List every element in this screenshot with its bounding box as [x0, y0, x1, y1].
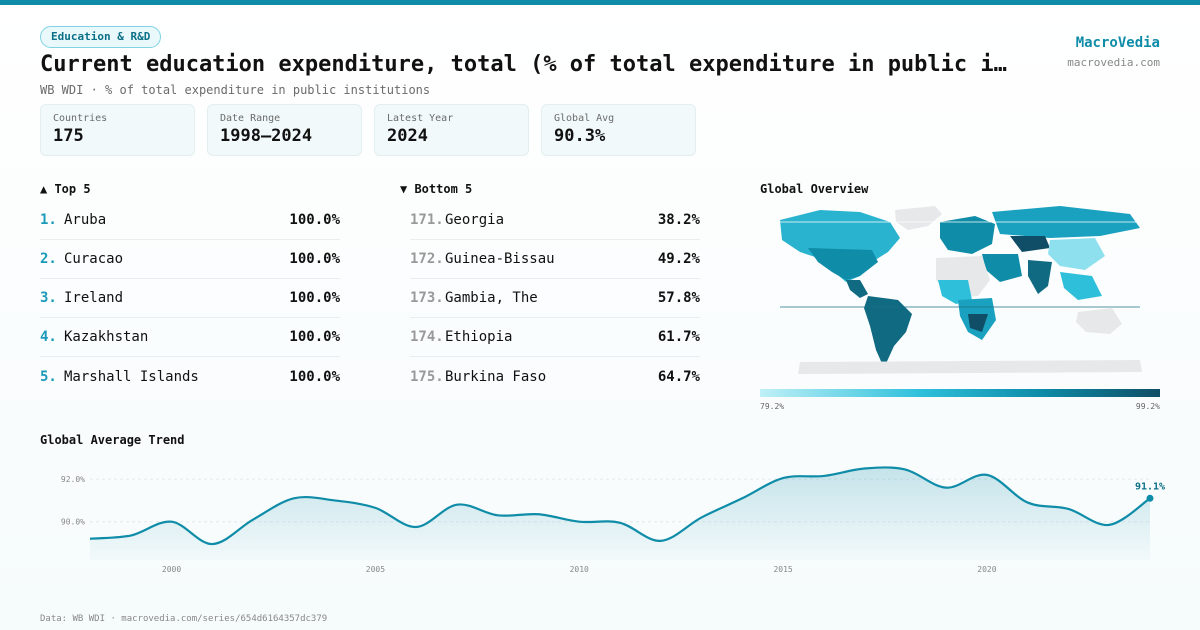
map-region-southeast-asia[interactable] [1060, 272, 1102, 300]
list-item[interactable]: 5. Marshall Islands 100.0% [40, 357, 340, 396]
list-item[interactable]: 3. Ireland 100.0% [40, 279, 340, 318]
rank-number: 173. [410, 290, 444, 306]
stat-value: 175 [53, 126, 84, 146]
map-region-southern-africa[interactable] [968, 314, 988, 332]
map-scale-min: 79.2% [760, 402, 785, 411]
map-color-scale [760, 389, 1160, 397]
map-region-south-america[interactable] [864, 296, 912, 368]
last-value-label: 91.1% [1135, 481, 1165, 492]
last-point-marker[interactable] [1146, 494, 1154, 502]
country-value: 100.0% [289, 251, 340, 267]
country-value: 100.0% [289, 368, 340, 385]
map-region-antarctica[interactable] [798, 360, 1142, 374]
map-region-west-africa[interactable] [938, 280, 972, 304]
rank-number: 172. [410, 251, 444, 267]
rank-number: 1. [40, 212, 57, 228]
top5-title: ▲ Top 5 [40, 182, 91, 196]
rank-number: 4. [40, 329, 57, 345]
stat-card-global-avg: Global Avg 90.3% [541, 104, 696, 156]
country-name: Ireland [64, 290, 124, 306]
trend-chart[interactable]: 90.0% 92.0% 2000 2005 2010 2015 2020 91.1% [0, 450, 1200, 590]
stat-value: 2024 [387, 126, 428, 146]
list-item[interactable]: 172. Guinea-Bissau 49.2% [410, 240, 700, 279]
trend-area-fill [90, 467, 1150, 560]
list-item[interactable]: 173. Gambia, The 57.8% [410, 279, 700, 318]
country-name: Ethiopia [445, 329, 513, 345]
rank-number: 2. [40, 251, 57, 267]
map-region-europe[interactable] [940, 216, 995, 254]
map-region-india[interactable] [1028, 260, 1052, 294]
list-item[interactable]: 175. Burkina Faso 64.7% [410, 357, 700, 396]
map-region-kazakhstan[interactable] [1010, 236, 1050, 252]
y-tick-label: 90.0% [61, 518, 85, 527]
country-value: 57.8% [657, 290, 700, 306]
page-subtitle: WB WDI · % of total expenditure in publi… [40, 83, 431, 97]
x-tick-label: 2020 [977, 565, 996, 574]
country-name: Kazakhstan [64, 329, 149, 345]
list-item[interactable]: 171. Georgia 38.2% [410, 201, 700, 240]
y-tick-label: 92.0% [61, 475, 85, 484]
rank-number: 3. [40, 290, 57, 306]
stat-card-latest-year: Latest Year 2024 [374, 104, 529, 156]
map-region-middle-east[interactable] [982, 254, 1022, 282]
page-title: Current education expenditure, total (% … [40, 52, 1007, 77]
country-value: 100.0% [289, 212, 340, 228]
country-name: Marshall Islands [64, 368, 199, 385]
x-tick-label: 2015 [773, 565, 792, 574]
rank-number: 175. [410, 368, 444, 385]
map-scale-max: 99.2% [1135, 402, 1160, 411]
stat-value: 90.3% [554, 126, 606, 146]
map-region-central-america[interactable] [846, 280, 868, 298]
country-name: Georgia [445, 212, 505, 228]
list-item[interactable]: 4. Kazakhstan 100.0% [40, 318, 340, 357]
list-item[interactable]: 1. Aruba 100.0% [40, 201, 340, 240]
map-region-usa[interactable] [808, 248, 878, 280]
rank-number: 5. [40, 368, 57, 385]
bottom5-list: 171. Georgia 38.2% 172. Guinea-Bissau 49… [410, 201, 700, 396]
stat-label: Latest Year [387, 113, 454, 124]
x-tick-label: 2000 [162, 565, 181, 574]
stat-card-date-range: Date Range 1998–2024 [207, 104, 362, 156]
map-title: Global Overview [760, 182, 869, 196]
stat-label: Countries [53, 113, 108, 124]
stat-label: Date Range [220, 113, 281, 124]
top5-list: 1. Aruba 100.0% 2. Curacao 100.0% 3. Ire… [40, 201, 340, 396]
x-tick-label: 2005 [366, 565, 385, 574]
country-value: 100.0% [289, 329, 340, 345]
world-map[interactable] [760, 200, 1160, 385]
country-value: 61.7% [657, 329, 700, 345]
top-accent-bar [0, 0, 1200, 5]
category-badge[interactable]: Education & R&D [40, 26, 162, 48]
country-name: Aruba [64, 212, 107, 228]
brand-logo[interactable]: MacroVedia [1075, 35, 1160, 51]
country-name: Curacao [64, 251, 124, 267]
trend-series-line[interactable] [89, 466, 1151, 546]
map-region-greenland[interactable] [895, 206, 942, 230]
bottom5-title: ▼ Bottom 5 [400, 182, 473, 196]
x-tick-label: 2010 [570, 565, 589, 574]
country-name: Guinea-Bissau [445, 251, 555, 267]
rank-number: 171. [410, 212, 444, 228]
stat-label: Global Avg [554, 113, 615, 124]
list-item[interactable]: 2. Curacao 100.0% [40, 240, 340, 279]
stat-value: 1998–2024 [220, 126, 313, 146]
country-name: Gambia, The [445, 290, 538, 306]
map-region-australia[interactable] [1076, 308, 1122, 334]
country-value: 100.0% [289, 290, 340, 306]
rank-number: 174. [410, 329, 444, 345]
footer-source: Data: WB WDI · macrovedia.com/series/654… [40, 614, 328, 624]
map-region-china[interactable] [1048, 238, 1105, 270]
trend-title: Global Average Trend [40, 433, 185, 447]
stat-card-countries: Countries 175 [40, 104, 195, 156]
list-item[interactable]: 174. Ethiopia 61.7% [410, 318, 700, 357]
brand-url[interactable]: macrovedia.com [1067, 56, 1160, 69]
country-value: 38.2% [657, 212, 700, 228]
country-value: 64.7% [657, 368, 700, 385]
country-name: Burkina Faso [445, 368, 547, 385]
country-value: 49.2% [657, 251, 700, 267]
